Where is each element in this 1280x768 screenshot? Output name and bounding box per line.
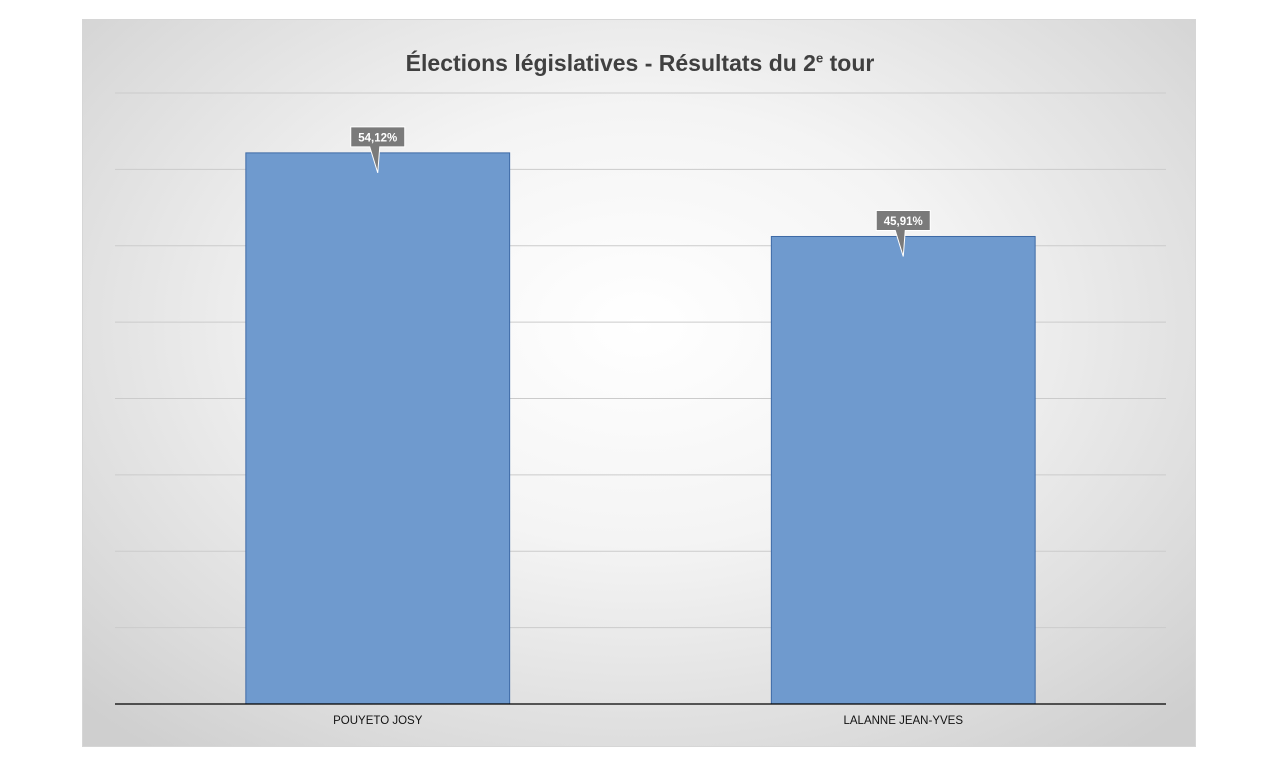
data-label-callout: 54,12% [350,126,406,174]
bars [245,152,1036,705]
bar [245,152,511,705]
data-label-box [875,209,931,257]
category-label: POUYETO JOSY [333,715,423,727]
chart-title-tail: tour [823,50,875,76]
data-label-callout: 45,91% [875,209,931,257]
data-label: 54,12% [358,132,397,144]
category-label: LALANNE JEAN-YVES [843,715,963,727]
data-label-box [350,126,406,174]
chart-title: Élections législatives - Résultats du 2e… [83,50,1197,77]
chart-frame: Élections législatives - Résultats du 2e… [82,19,1196,747]
chart-title-main: Élections législatives - Résultats du 2 [405,50,816,76]
labels: 54,12% POUYETO JOSY 45,91% LALANNE JEAN-YVE… [333,126,963,727]
bar-chart-plot: 54,12% POUYETO JOSY 45,91% LALANNE JEAN-YVE… [115,92,1166,727]
chart-title-superscript: e [815,50,824,66]
bar [770,235,1036,705]
data-label: 45,91% [884,216,923,228]
